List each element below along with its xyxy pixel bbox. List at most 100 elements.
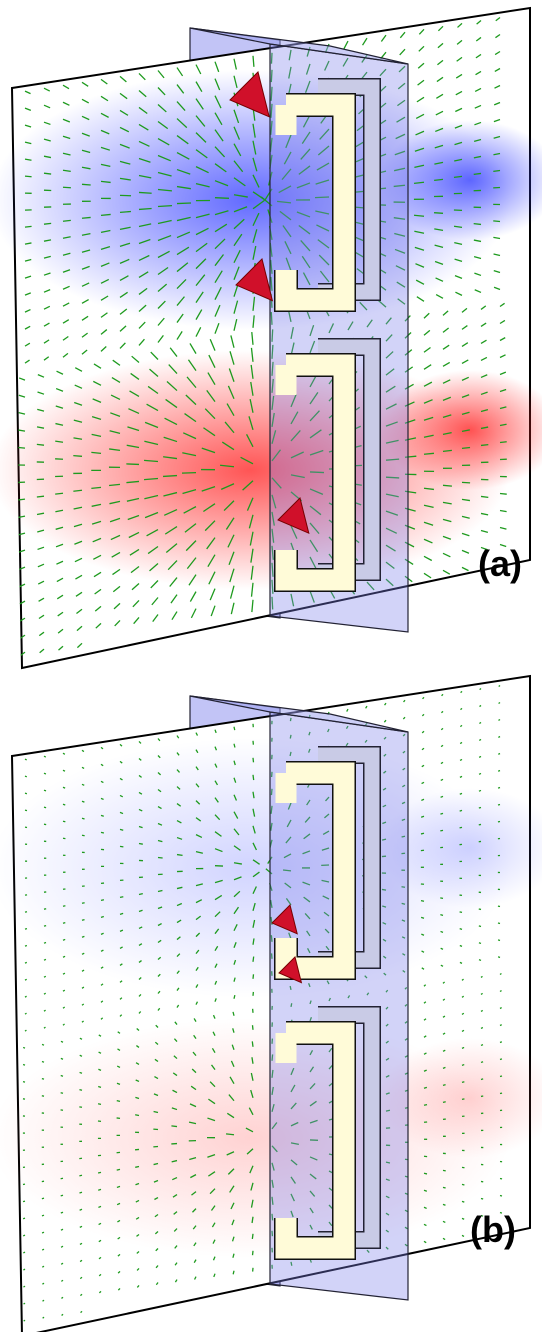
field-arrow [500, 1076, 502, 1077]
field-arrow [421, 833, 424, 834]
field-arrow [443, 1204, 445, 1205]
field-arrow [424, 1190, 427, 1191]
field-arrow [460, 946, 462, 947]
field-arrow [424, 1173, 427, 1174]
field-arrow [44, 959, 46, 960]
field-arrow [462, 1235, 464, 1236]
field-arrow [139, 192, 152, 193]
field-arrow [23, 1269, 25, 1270]
field-arrow [23, 1252, 25, 1253]
field-arrow [481, 1062, 483, 1063]
field-arrow [44, 1010, 46, 1011]
field-arrow [101, 815, 104, 816]
field-arrow [500, 991, 502, 992]
field-arrow [460, 962, 462, 963]
field-arrow [474, 173, 481, 174]
field-arrow [481, 1079, 483, 1080]
field-arrow [120, 829, 123, 830]
field-arrow [63, 770, 65, 771]
field-arrow [82, 801, 84, 802]
field-arrow [479, 739, 481, 740]
field-arrow [43, 1300, 44, 1301]
field-arrow [42, 1283, 44, 1284]
field-arrow [480, 705, 481, 706]
field-arrow [73, 456, 82, 457]
field-arrow [252, 1234, 253, 1239]
field-arrow [101, 832, 104, 833]
field-arrow [23, 1047, 25, 1048]
field-arrow [44, 173, 51, 174]
field-arrow [25, 946, 27, 947]
field-arrow [481, 993, 483, 994]
field-arrow [443, 450, 452, 451]
field-arrow [42, 1061, 44, 1062]
field-arrow [98, 1189, 101, 1190]
field-arrow [177, 855, 183, 856]
field-arrow [139, 843, 143, 844]
field-arrow [163, 476, 177, 477]
field-arrow [480, 688, 481, 689]
field-arrow [25, 962, 27, 963]
field-arrow [462, 1218, 464, 1219]
field-arrow [42, 1215, 44, 1216]
figure: (a) (b) [0, 0, 542, 1332]
field-arrow [25, 979, 27, 980]
field-arrow [234, 727, 235, 730]
field-arrow [43, 1317, 44, 1318]
field-arrow [82, 184, 91, 185]
field-arrow [23, 1201, 25, 1202]
field-arrow [135, 1166, 139, 1167]
field-arrow [126, 464, 139, 465]
field-arrow [234, 744, 235, 748]
field-arrow [479, 807, 481, 808]
field-arrow [493, 221, 500, 222]
field-arrow [441, 796, 443, 797]
field-arrow [474, 224, 481, 225]
field-arrow [215, 198, 229, 199]
field-arrow [82, 920, 85, 921]
field-arrow [63, 956, 65, 957]
field-arrow [98, 1086, 101, 1087]
field-arrow [23, 1065, 25, 1066]
field-arrow [63, 939, 65, 940]
field-arrow [44, 807, 46, 808]
field-arrow [182, 473, 196, 474]
field-arrow [462, 1184, 464, 1185]
field-arrow [479, 960, 481, 961]
field-arrow [24, 1320, 25, 1321]
field-arrow [460, 776, 462, 777]
field-arrow [44, 976, 46, 977]
field-arrow [98, 1104, 101, 1105]
field-arrow [498, 737, 500, 738]
field-arrow [55, 493, 63, 494]
field-arrow [44, 942, 46, 943]
field-arrow [42, 1232, 44, 1233]
field-arrow [441, 931, 443, 932]
field-arrow [135, 1115, 139, 1116]
field-arrow [424, 1105, 427, 1106]
field-arrow [42, 1249, 44, 1250]
field-arrow [443, 1102, 446, 1103]
field-arrow [61, 1195, 63, 1196]
field-arrow [63, 821, 65, 822]
field-arrow [498, 788, 500, 789]
field-arrow [25, 1013, 27, 1014]
field-arrow [440, 830, 443, 831]
field-arrow [481, 445, 488, 446]
field-arrow [25, 176, 32, 177]
field-arrow [61, 1212, 63, 1213]
field-arrow [37, 496, 44, 497]
field-arrow [158, 206, 172, 207]
field-arrow [479, 773, 481, 774]
field-arrow [481, 1045, 483, 1046]
field-arrow [117, 1169, 120, 1170]
field-arrow [44, 1027, 45, 1028]
field-arrow [479, 790, 481, 791]
field-arrow [101, 917, 104, 918]
field-arrow [79, 1175, 82, 1176]
field-arrow [23, 1286, 25, 1287]
field-arrow [498, 940, 500, 941]
field-arrow [421, 901, 424, 902]
field-arrow [24, 1303, 25, 1304]
field-arrow [63, 804, 65, 805]
